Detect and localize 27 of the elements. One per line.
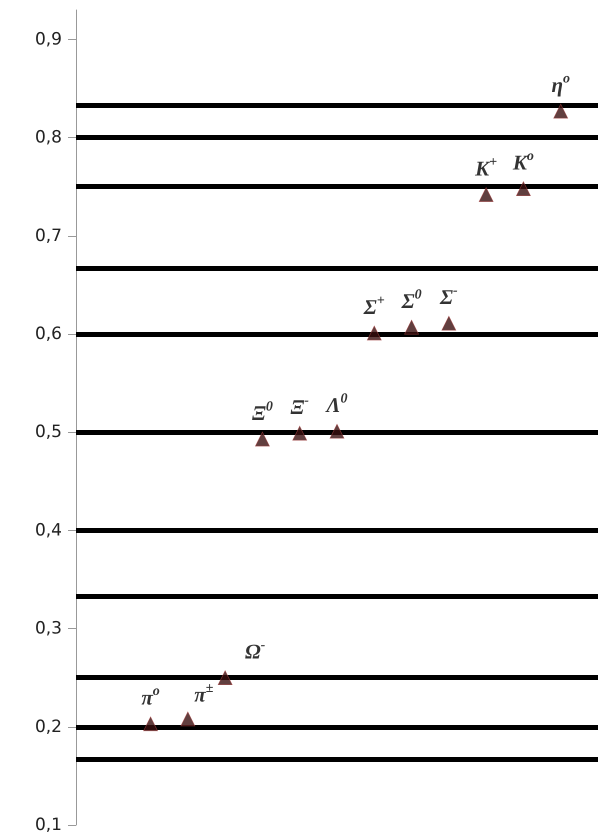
point (330, 424, 344, 439)
y-tick-label: 0,6 (34, 324, 62, 344)
series-label: Ω- (244, 638, 266, 664)
y-tick-label: 0,9 (34, 29, 62, 50)
y-tick-label: 0,4 (34, 520, 62, 540)
series-label: Σ- (439, 283, 458, 309)
y-tick-label: 0,7 (34, 226, 62, 246)
y-tick-label: 0,8 (34, 128, 62, 148)
y-tick-label: 0,1 (34, 815, 62, 835)
y-tick-label: 0,5 (34, 422, 62, 442)
point (366, 326, 382, 340)
point (553, 104, 568, 118)
point (478, 187, 494, 202)
point (255, 432, 270, 446)
series-label: K+ (474, 154, 498, 180)
point (404, 320, 419, 334)
series-label: Ξ- (290, 393, 310, 419)
series-label: π± (194, 681, 214, 707)
point (292, 426, 308, 441)
y-tick-label: 0,3 (34, 618, 62, 639)
series-label: Σ+ (362, 293, 385, 319)
point (180, 712, 196, 726)
y-tick-label: 0,2 (34, 716, 62, 737)
point (516, 181, 531, 196)
point (143, 716, 158, 732)
point (442, 316, 456, 331)
point (218, 670, 232, 686)
